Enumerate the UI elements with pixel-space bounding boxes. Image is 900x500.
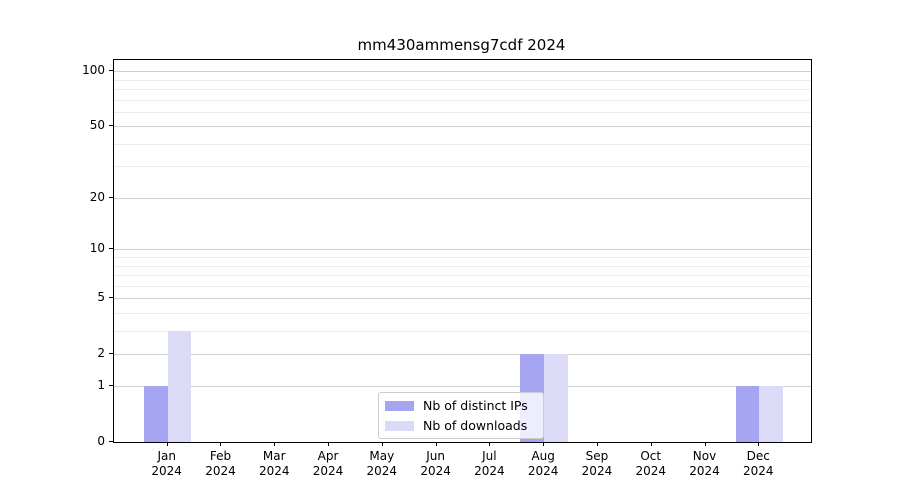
- x-tick-mark: [435, 442, 437, 446]
- x-tick-mark: [543, 442, 545, 446]
- x-tick-mark: [489, 442, 491, 446]
- x-tick-label: Sep 2024: [581, 449, 613, 478]
- minor-gridline: [114, 257, 811, 259]
- legend-swatch-downloads: [385, 420, 414, 431]
- y-tick-mark: [109, 441, 113, 442]
- legend-label-downloads: Nb of downloads: [423, 418, 528, 433]
- x-tick-label: Dec 2024: [743, 449, 774, 478]
- legend-entry-downloads: Nb of downloads: [385, 418, 536, 433]
- minor-gridline: [114, 79, 811, 81]
- legend: Nb of distinct IPs Nb of downloads: [378, 392, 544, 439]
- minor-gridline: [114, 111, 811, 113]
- y-tick-label: 100: [82, 63, 105, 78]
- x-tick-label: Aug 2024: [527, 449, 559, 478]
- y-tick-mark: [109, 352, 113, 354]
- x-tick-label: Jul 2024: [474, 449, 505, 478]
- minor-gridline: [114, 330, 811, 332]
- minor-gridline: [114, 166, 811, 168]
- bar-distinct-ips-dec: [735, 386, 760, 442]
- legend-entry-distinct-ips: Nb of distinct IPs: [385, 398, 536, 413]
- bar-downloads-jan: [167, 330, 192, 442]
- y-tick-label: 0: [97, 434, 105, 448]
- bar-downloads-aug: [544, 353, 568, 442]
- plot-area: [113, 59, 812, 443]
- y-tick-mark: [109, 70, 113, 72]
- y-tick-mark: [109, 196, 113, 198]
- x-tick-mark: [274, 442, 276, 446]
- major-gridline: [114, 71, 811, 73]
- x-tick-label: Mar 2024: [258, 449, 290, 478]
- y-tick-mark: [109, 297, 113, 299]
- x-tick-mark: [328, 442, 330, 446]
- y-tick-mark: [109, 125, 113, 127]
- minor-gridline: [114, 285, 811, 287]
- x-tick-label: Feb 2024: [205, 449, 236, 478]
- x-tick-label: Nov 2024: [689, 449, 720, 478]
- minor-gridline: [114, 312, 811, 314]
- legend-swatch-distinct-ips: [385, 400, 414, 411]
- major-gridline: [114, 386, 811, 388]
- x-tick-label: Jun 2024: [420, 449, 451, 478]
- major-gridline: [114, 197, 811, 199]
- y-tick-label: 20: [89, 189, 105, 204]
- y-tick-label: 5: [97, 290, 105, 305]
- major-gridline: [114, 126, 811, 128]
- y-tick-mark: [109, 385, 113, 387]
- chart-title: mm430ammensg7cdf 2024: [357, 36, 566, 54]
- major-gridline: [114, 353, 811, 355]
- x-tick-mark: [220, 442, 222, 446]
- y-tick-label: 1: [97, 378, 105, 393]
- x-tick-mark: [381, 442, 383, 446]
- minor-gridline: [114, 265, 811, 267]
- minor-gridline: [114, 89, 811, 91]
- x-tick-mark: [758, 442, 760, 446]
- y-tick-mark: [109, 248, 113, 250]
- minor-gridline: [114, 275, 811, 277]
- x-tick-mark: [166, 442, 168, 446]
- x-tick-label: May 2024: [366, 449, 398, 478]
- legend-label-distinct-ips: Nb of distinct IPs: [423, 398, 528, 413]
- x-tick-mark: [704, 442, 706, 446]
- minor-gridline: [114, 99, 811, 101]
- y-tick-label: 50: [89, 118, 105, 133]
- major-gridline: [114, 249, 811, 251]
- bar-distinct-ips-jan: [144, 386, 168, 442]
- y-tick-label: 10: [89, 241, 105, 256]
- x-tick-mark: [596, 442, 598, 446]
- minor-gridline: [114, 143, 811, 145]
- x-tick-label: Apr 2024: [312, 449, 344, 478]
- x-tick-mark: [650, 442, 652, 446]
- x-tick-label: Jan 2024: [151, 449, 182, 478]
- major-gridline: [114, 298, 811, 300]
- x-tick-label: Oct 2024: [635, 449, 666, 478]
- y-tick-label: 2: [97, 345, 105, 360]
- bar-downloads-dec: [759, 386, 783, 442]
